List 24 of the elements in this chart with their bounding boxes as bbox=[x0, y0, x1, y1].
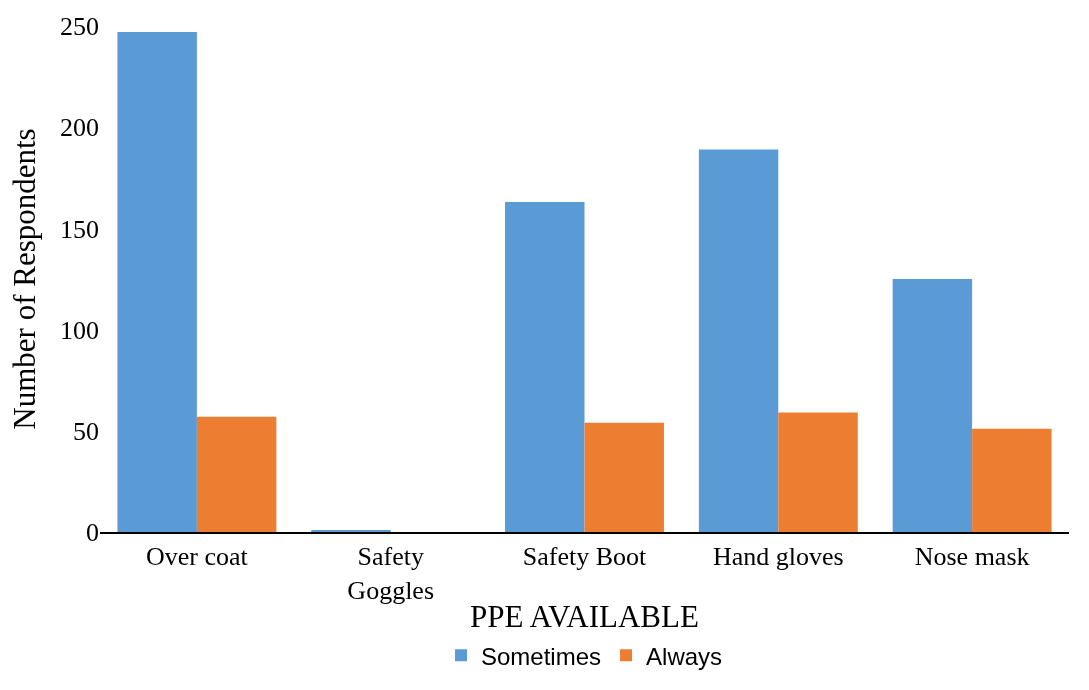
y-tick-label: 250 bbox=[60, 12, 99, 42]
y-tick-label: 100 bbox=[60, 315, 99, 345]
y-tick-label: 50 bbox=[73, 416, 99, 446]
y-tick-label: 200 bbox=[60, 113, 99, 143]
x-tick-label: Hand gloves bbox=[712, 541, 844, 571]
y-axis-title: Number of Respondents bbox=[6, 128, 42, 430]
bar bbox=[778, 412, 858, 532]
x-tick-label: Nose mask bbox=[914, 541, 1030, 571]
y-tick-label: 0 bbox=[86, 518, 99, 548]
x-axis-title: PPE AVAILABLE bbox=[470, 599, 699, 635]
legend-label: Sometimes bbox=[481, 642, 602, 670]
bar bbox=[505, 202, 585, 532]
bar bbox=[698, 149, 779, 532]
bar bbox=[972, 428, 1052, 532]
legend-label: Always bbox=[646, 642, 723, 670]
bar bbox=[196, 416, 277, 532]
bar bbox=[311, 529, 391, 532]
x-tick-label: Over coat bbox=[146, 541, 249, 571]
bar bbox=[892, 279, 973, 532]
x-tick-label: Safety Boot bbox=[522, 541, 648, 571]
bar bbox=[584, 422, 664, 532]
x-tick-label: Safety Goggles bbox=[347, 541, 435, 605]
bar bbox=[117, 32, 197, 532]
y-tick-label: 150 bbox=[60, 214, 99, 244]
